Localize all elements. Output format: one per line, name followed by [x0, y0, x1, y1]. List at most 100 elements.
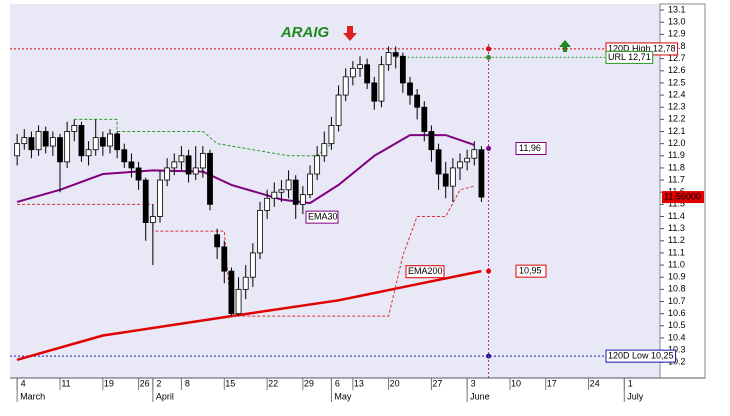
y-tick-label: 11.7: [668, 174, 685, 184]
y-tick-label: 11.5: [668, 199, 685, 209]
last-price-box: [662, 191, 704, 204]
level-label: 120D High 12,78: [608, 43, 676, 53]
x-tick-label: 24: [590, 378, 600, 388]
line-label-box: [405, 265, 445, 279]
candle-body: [228, 270, 235, 315]
candle-body: [78, 125, 85, 157]
x-tick-label: 22: [268, 378, 278, 388]
candle-body: [214, 234, 221, 248]
stop-line: [17, 185, 475, 317]
candle-body: [185, 155, 192, 175]
candle-body: [164, 167, 171, 181]
candle-body: [64, 131, 71, 163]
candle-body: [278, 189, 285, 193]
level-box: [605, 50, 654, 64]
y-tick-label: 13.1: [668, 4, 686, 14]
candle-body: [464, 157, 471, 163]
y-tick-label: 13.0: [668, 17, 686, 27]
candle-body: [449, 167, 456, 187]
candle-body: [71, 125, 78, 132]
level-label: URL 12,71: [608, 52, 651, 62]
y-tick-label: 11.2: [668, 235, 685, 245]
y-tick-label: 11.9: [668, 150, 685, 160]
candle-body: [328, 125, 335, 145]
candle-body: [157, 179, 163, 217]
candle-body: [349, 67, 356, 78]
candle-body: [478, 149, 485, 198]
x-tick-label: 10: [511, 378, 521, 388]
x-tick-label: 3: [471, 378, 476, 388]
y-tick-label: 12.2: [668, 114, 686, 124]
ema-line: [16, 269, 482, 362]
y-tick-label: 10.4: [668, 332, 686, 342]
candle-body: [171, 161, 178, 169]
y-tick-label: 10.8: [668, 284, 686, 294]
y-tick-label: 12.9: [668, 29, 686, 39]
end-label: 10,95: [519, 266, 542, 276]
candle-body: [42, 131, 49, 147]
y-tick-label: 11.8: [668, 162, 685, 172]
candle-body: [249, 252, 256, 278]
candle-body: [149, 216, 156, 223]
y-tick-label: 11.1: [668, 247, 685, 257]
candle-body: [321, 143, 328, 157]
candle-body: [421, 106, 428, 132]
y-tick-label: 10.6: [668, 308, 686, 318]
x-tick-label: 8: [185, 378, 190, 388]
month-label: April: [156, 391, 174, 401]
x-tick-label: 6: [335, 378, 340, 388]
candle-body: [307, 173, 313, 196]
candle-body: [135, 167, 142, 181]
level-label: 120D Low 10,25: [608, 351, 674, 361]
level-box: [605, 349, 677, 363]
candle-body: [142, 179, 149, 223]
candle-body: [378, 64, 385, 102]
candle-body: [199, 152, 206, 169]
candle-body: [28, 137, 35, 151]
candle-body: [192, 167, 199, 175]
end-label-box: [515, 142, 547, 155]
x-tick-label: 1: [628, 378, 633, 388]
candle-body: [442, 173, 449, 187]
candle-body: [385, 52, 392, 66]
y-tick-label: 11.3: [668, 223, 685, 233]
y-tick-label: 10.3: [668, 344, 686, 354]
candle-body: [471, 149, 478, 159]
y-tick-label: 12.5: [668, 77, 686, 87]
y-tick-label: 10.5: [668, 320, 686, 330]
last-price-label: 11,56000: [664, 191, 701, 201]
sell-arrow: [343, 26, 357, 41]
candle-body: [392, 52, 399, 57]
candle-body: [114, 133, 121, 151]
x-tick-label: 2: [156, 378, 161, 388]
y-tick-label: 12.3: [668, 102, 686, 112]
y-tick-label: 12.6: [668, 65, 686, 75]
y-axis-area: [659, 3, 706, 379]
candle-body: [257, 210, 263, 254]
line-label: EMA30: [308, 212, 338, 222]
y-tick-label: 10.9: [668, 272, 686, 282]
month-label: July: [627, 391, 644, 401]
candle-body: [121, 149, 128, 163]
stop-line: [74, 118, 332, 157]
month-label: May: [334, 391, 352, 401]
candle-body: [35, 131, 42, 151]
x-tick-label: 4: [21, 378, 26, 388]
candle-body: [85, 149, 92, 157]
x-tick-label: 11: [61, 378, 70, 388]
y-tick-label: 12.0: [668, 138, 686, 148]
x-tick-label: 19: [104, 378, 114, 388]
candle-body: [49, 137, 56, 147]
candle-body: [428, 131, 435, 151]
candle-body: [299, 194, 306, 205]
month-label: June: [470, 391, 490, 401]
x-tick-label: 13: [354, 378, 364, 388]
line-label: EMA200: [408, 266, 443, 276]
end-label-box: [515, 264, 547, 278]
candle-body: [107, 133, 113, 147]
candle-body: [335, 94, 342, 126]
plot-area: [10, 4, 660, 378]
x-tick-label: 15: [225, 378, 235, 388]
candle-body: [235, 288, 242, 315]
